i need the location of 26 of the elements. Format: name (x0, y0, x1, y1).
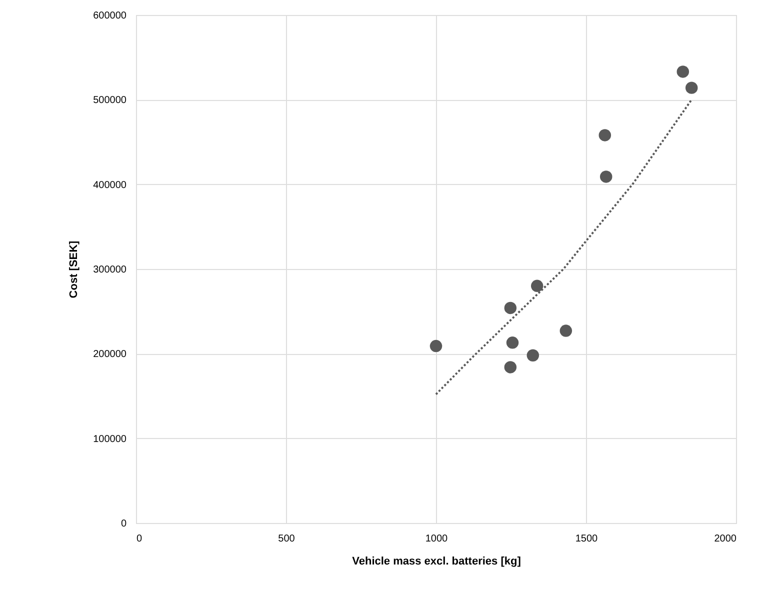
point (598, 129, 612, 142)
point (600, 170, 612, 183)
point (506, 336, 519, 349)
y-tick-label: 300000 (93, 264, 127, 276)
point (504, 361, 517, 374)
y-axis-title: Cost [SEK] (68, 240, 80, 298)
x-tick-label: 1000 (425, 534, 448, 544)
y-tick-label: 0 (120, 518, 127, 530)
point (430, 340, 442, 352)
point (526, 349, 540, 362)
point (676, 66, 690, 78)
y-tick-label: 500000 (93, 95, 127, 106)
y-tick-label: 400000 (93, 180, 127, 191)
point (530, 280, 544, 292)
y-tick-label: 200000 (93, 349, 127, 360)
point (685, 82, 698, 94)
x-axis-title: Vehicle mass excl. batteries [kg] (352, 556, 522, 568)
y-tick-label: 100000 (93, 434, 127, 445)
x-tick-label: 0 (136, 534, 142, 544)
x-tick-label: 500 (278, 534, 296, 544)
point (504, 302, 517, 314)
point (560, 324, 572, 337)
line-series (435, 98, 693, 396)
y-tick-label: 600000 (93, 10, 127, 22)
x-tick-label: 2000 (714, 534, 737, 544)
x-tick-label: 1500 (575, 534, 598, 544)
